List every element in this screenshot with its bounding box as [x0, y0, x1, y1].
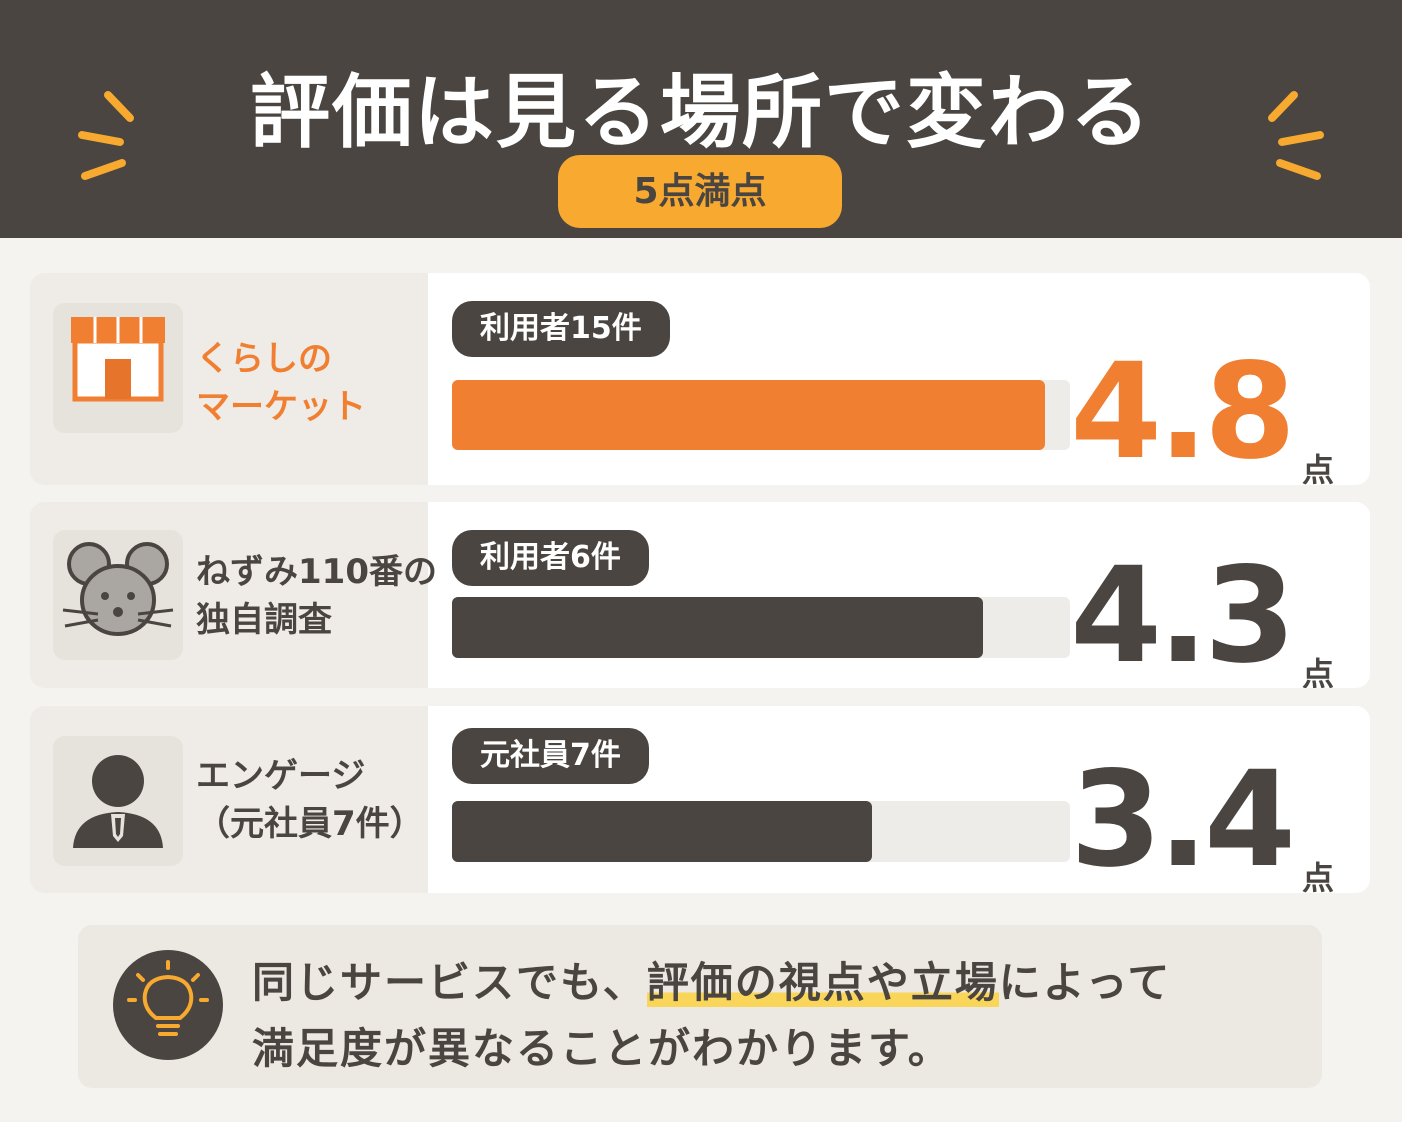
value-unit: 点 — [1302, 451, 1335, 485]
note-part: 同じサービスでも、 — [252, 958, 647, 1007]
title: 評価は見る場所で変わる — [250, 66, 1152, 159]
bar-track — [452, 380, 1070, 450]
subtitle: 5点満点 — [558, 155, 842, 228]
category-label: ねずみ110番の 独自調査 — [196, 552, 437, 640]
note-part: によって 満足度が異なることがわかります。 — [252, 958, 1172, 1073]
note-text: 同じサービスでも、評価の視点や立場によって 満足度が異なることがわかります。 — [252, 950, 1171, 1082]
decoration — [78, 91, 1324, 180]
row-card: ねずみ110番の 独自調査 利用者6件 4.3 点 — [30, 502, 1370, 688]
value-label: 4.8 — [1070, 335, 1296, 485]
row-card: くらしの マーケット 利用者15件 4.8 点 — [30, 273, 1370, 485]
count-badge: 利用者6件 — [452, 530, 649, 586]
value-label: 4.3 — [1070, 539, 1296, 688]
row-icon — [53, 303, 183, 433]
value-label: 3.4 — [1070, 743, 1296, 893]
row-card: エンゲージ （元社員7件） 元社員7件 3.4 点 — [30, 706, 1370, 893]
count-badge: 元社員7件 — [452, 728, 649, 784]
bar — [452, 801, 873, 862]
bar — [452, 597, 984, 658]
note-part: 評価の視点や立場 — [646, 958, 999, 1007]
value-unit: 点 — [1302, 859, 1335, 893]
value-unit: 点 — [1302, 655, 1335, 688]
bar-track — [452, 597, 1070, 658]
category-label: エンゲージ （元社員7件） — [196, 756, 424, 844]
row-icon — [53, 736, 183, 866]
count-badge: 利用者15件 — [452, 301, 670, 357]
bar-track — [452, 801, 1070, 862]
category-label: くらしの マーケット — [196, 339, 366, 427]
bar — [452, 380, 1046, 450]
row-icon — [53, 530, 183, 660]
bulb-icon — [113, 950, 223, 1060]
